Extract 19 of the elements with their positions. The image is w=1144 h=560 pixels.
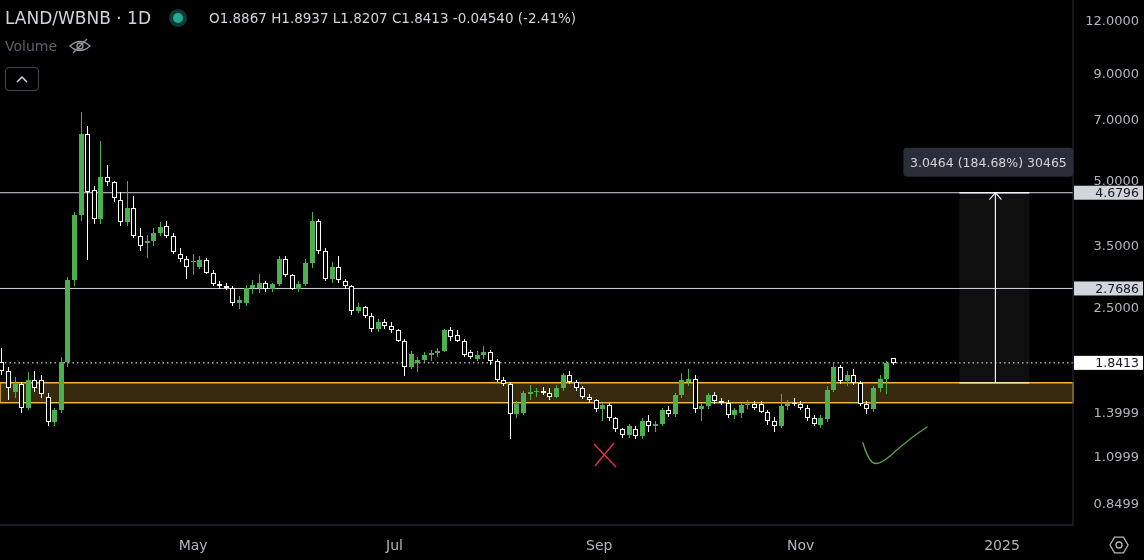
annotation: 3.0464 (184.68%) 30465 xyxy=(910,155,1067,171)
y-tick-label: 7.0000 xyxy=(1093,111,1139,127)
x-tick-label: May xyxy=(178,537,208,553)
ref-line-label: 2.7686 xyxy=(1095,280,1140,296)
y-tick-label: 1.0999 xyxy=(1093,449,1139,465)
y-tick-label: 1.3999 xyxy=(1093,405,1139,421)
y-tick-label: 9.0000 xyxy=(1093,65,1139,81)
y-tick-label: 3.5000 xyxy=(1093,238,1139,254)
y-tick-label: 2.5000 xyxy=(1093,299,1139,315)
annotation: O1.8867 H1.8937 L1.8207 C1.8413 -0.04540 (-2.41%) xyxy=(209,10,577,26)
annotation: Volume xyxy=(5,38,58,54)
text: LAND/WBNB · 1D xyxy=(5,8,151,28)
x-tick-label: Sep xyxy=(586,537,613,553)
y-tick-label: 12.0000 xyxy=(1085,13,1139,29)
x-tick-label: 2025 xyxy=(984,537,1020,553)
x-tick-label: Nov xyxy=(786,537,815,553)
x-tick-label: Jul xyxy=(385,537,403,553)
y-tick-label: 0.8499 xyxy=(1093,496,1139,512)
ref-line-label: 1.8413 xyxy=(1095,355,1139,371)
